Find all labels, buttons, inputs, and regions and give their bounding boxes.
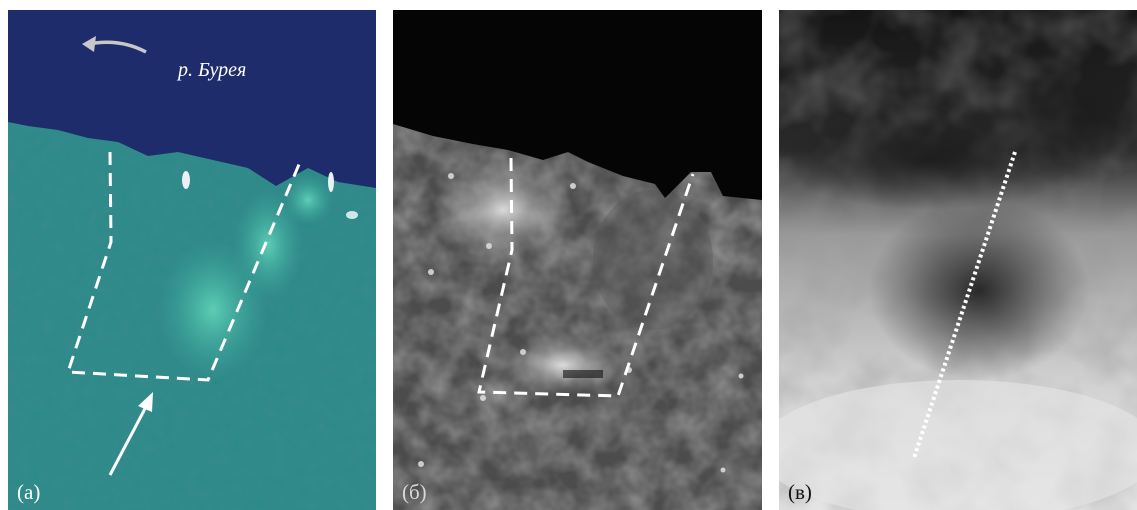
satellite-image (8, 10, 376, 510)
satellite-image-panel: р. Бурея (а) (8, 10, 376, 510)
pointer-arrow-icon (108, 402, 150, 476)
panel-label-a: (а) (17, 480, 41, 504)
grayscale-image-panel: (б) (393, 10, 762, 510)
landslide-outline (65, 151, 302, 382)
depth-map-panel: (в) (779, 10, 1137, 510)
river-label: р. Бурея (178, 59, 247, 81)
depth-map-image (779, 10, 1137, 510)
landslide-outline-b (477, 157, 695, 398)
panel-label-c: (в) (788, 480, 812, 504)
panel-label-b: (б) (402, 480, 427, 504)
grayscale-image (393, 10, 762, 510)
